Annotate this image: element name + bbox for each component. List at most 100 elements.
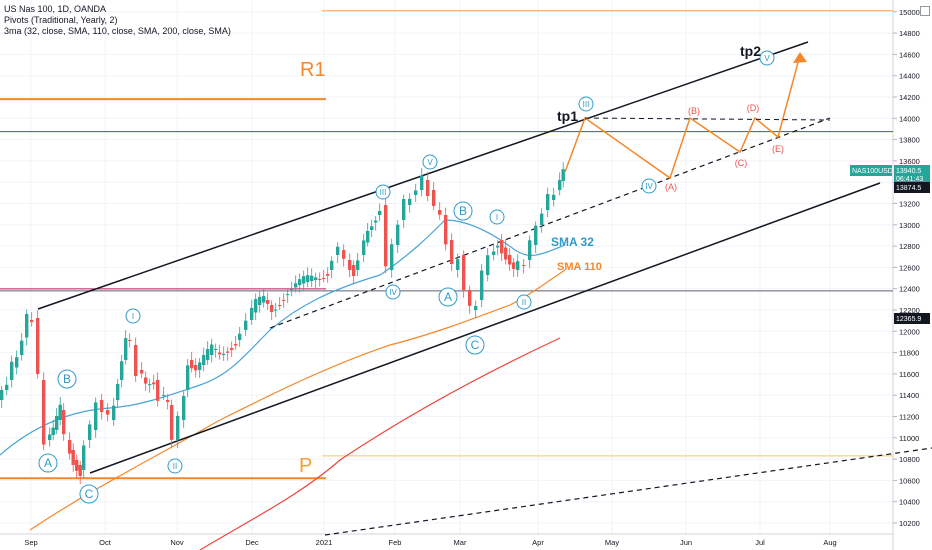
wave-circle (438, 287, 458, 307)
time-tick-label: Feb (389, 538, 402, 547)
candle-body (68, 440, 72, 454)
wave-label: A (444, 290, 452, 304)
wave-label: C (471, 338, 480, 352)
long-term-trend (324, 447, 932, 536)
candle-body (48, 434, 52, 440)
wave-circle (578, 96, 594, 112)
candle-body (426, 180, 430, 196)
price-tick-label: 14000 (899, 114, 920, 123)
legend-3ma[interactable]: 3ma (32, close, SMA, 110, close, SMA, 20… (4, 26, 231, 36)
candle-body (561, 169, 565, 181)
candle-body (450, 240, 454, 265)
price-tick-label: 13000 (899, 221, 920, 230)
time-tick-label: 2021 (316, 538, 333, 547)
candle-body (378, 210, 382, 215)
grid-lines (0, 0, 893, 534)
price-tick-label: 14400 (899, 72, 920, 81)
countdown-tag: 06:41:43 (896, 176, 923, 183)
price-tick-label: 12000 (899, 327, 920, 336)
candle-body (58, 404, 62, 420)
candle-body (496, 245, 500, 248)
symbol-tag: NAS100USD (852, 168, 893, 175)
candle-body (298, 279, 302, 285)
sma110-line (29, 269, 566, 531)
sma200-line (199, 337, 561, 550)
candle-body (366, 230, 370, 243)
candle-body (254, 299, 258, 313)
wave-label: I (496, 213, 498, 222)
time-tick-label: Jun (680, 538, 692, 547)
triangle-upper (584, 117, 831, 121)
candle-body (528, 240, 532, 260)
candle-body (294, 283, 298, 288)
wave-circle (465, 335, 485, 355)
candle-body (546, 194, 550, 210)
candle-body (20, 340, 24, 355)
wave-circle (759, 50, 775, 66)
wave-label: IV (389, 288, 397, 297)
time-axis[interactable]: Sep Oct Nov Dec 2021 Feb Mar Apr May Jun Jul Aug (0, 533, 893, 547)
wave-circle (641, 178, 657, 194)
candle-body (162, 394, 166, 396)
projection-path (564, 54, 801, 180)
wave-circle (125, 308, 141, 324)
candle-body (0, 390, 4, 400)
wave-label: B (459, 204, 467, 218)
candle-body (414, 190, 418, 195)
wave-circle (385, 284, 401, 300)
wave-label: C (85, 487, 94, 501)
candle-body (266, 300, 270, 304)
candle-body (140, 370, 144, 374)
level-b-tag: 12365.9 (896, 316, 921, 323)
price-tick-label: 13600 (899, 157, 920, 166)
sma110-label: SMA 110 (557, 261, 602, 273)
candle-body (25, 314, 29, 338)
candle-body (348, 260, 352, 270)
price-tick-label: 12400 (899, 285, 920, 294)
time-tick-label: Sep (24, 538, 37, 547)
time-tick-label: Dec (245, 538, 259, 547)
wave-label: IV (645, 182, 653, 191)
legend-pivots[interactable]: Pivots (Traditional, Yearly, 2) (4, 15, 118, 25)
candle-body (356, 260, 360, 270)
wave-label: (C) (735, 158, 748, 168)
candle-body (456, 259, 460, 270)
price-tick-label: 12600 (899, 263, 920, 272)
wave-label: II (173, 462, 177, 471)
candle-body (15, 357, 19, 368)
candle-body (30, 320, 34, 323)
candle-body (500, 240, 504, 254)
wave-label: V (764, 54, 770, 63)
candle-body (202, 355, 206, 365)
wave-circle (79, 484, 99, 504)
legend-symbol[interactable]: US Nas 100, 1D, OANDA (4, 4, 107, 14)
price-axis[interactable]: 10200 10400 10600 10800 11000 11200 11400 11600… (892, 0, 920, 550)
wave-label: A (44, 456, 52, 470)
maximize-icon[interactable] (920, 6, 930, 16)
candle-body (55, 415, 59, 430)
candle-body (210, 344, 214, 355)
level-b-tag-bg (894, 313, 930, 324)
projection-arrowhead (793, 52, 807, 63)
price-tick-label: 12200 (899, 306, 920, 315)
candle-body (370, 226, 374, 230)
candle-body (306, 275, 310, 282)
wave-label: B (63, 372, 71, 386)
candle-body (468, 290, 472, 306)
price-tick-label: 10400 (899, 498, 920, 507)
wave-label: V (427, 158, 433, 167)
moving-averages (0, 219, 566, 550)
annotations: R1 P tp1 tp2 SMA 32 SMA 110 (299, 43, 761, 477)
sma32-line (0, 219, 566, 456)
candle-body (218, 352, 222, 355)
candle-body (282, 300, 286, 301)
candle-body (62, 410, 66, 435)
wave-label: I (132, 312, 134, 321)
candle-body (170, 405, 174, 440)
candle-body (198, 362, 202, 370)
candle-body (5, 384, 9, 390)
candle-body (51, 427, 55, 435)
wave-circle (38, 453, 58, 473)
wave-label: (A) (665, 182, 677, 192)
